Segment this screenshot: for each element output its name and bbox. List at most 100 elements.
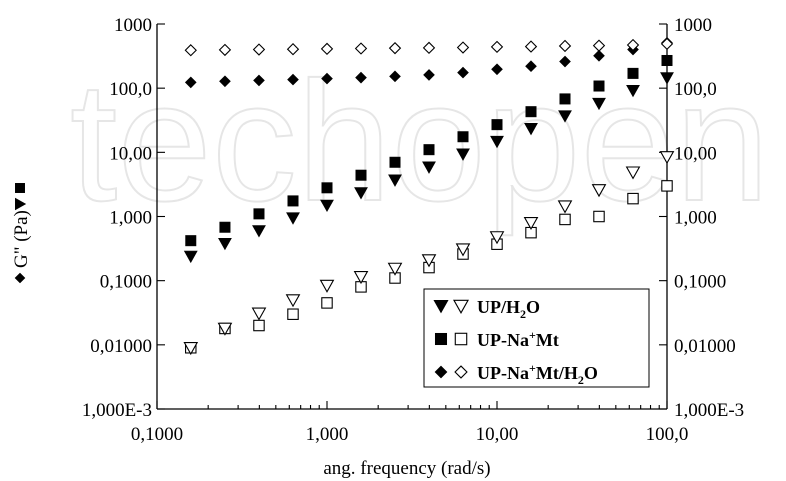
- tri-filled-point: [524, 123, 538, 136]
- legend-label-tail: Mt: [536, 330, 559, 350]
- ylabel-diamond-marker: [14, 272, 26, 284]
- x-axis-label: ang. frequency (rad/s): [323, 458, 490, 479]
- tri-open-point: [421, 254, 437, 268]
- tri-open-point: [523, 216, 539, 231]
- tri-filled-point: [490, 135, 504, 149]
- y-tick-label-left: 100,0: [109, 79, 152, 100]
- legend-label-base: UP-Na: [477, 363, 529, 383]
- dia-filled-point: [593, 49, 605, 62]
- sq-open-point: [321, 297, 333, 309]
- dia-open-point: [286, 43, 300, 56]
- legend-marker-dia-filled: [434, 365, 448, 379]
- tri-filled-point: [354, 187, 368, 200]
- dia-filled-point: [321, 72, 333, 85]
- tri-filled-point: [218, 237, 232, 251]
- dia-filled-point: [253, 74, 265, 87]
- dia-open-point: [524, 40, 538, 53]
- y-tick-label-right: 1,000E-3: [674, 400, 744, 421]
- tri-filled-point: [252, 225, 266, 238]
- sq-filled-point: [627, 67, 639, 79]
- tri-open-point: [625, 166, 641, 180]
- dia-filled-point: [184, 76, 197, 89]
- legend-label-base: UP/H: [477, 297, 520, 317]
- y-tick-label-right: 1,000: [674, 208, 717, 229]
- y-tick-label-left: 1000: [114, 15, 152, 36]
- x-tick-label: 1,000: [306, 424, 349, 445]
- legend-entry-label: UP-Na+Mt: [477, 328, 559, 350]
- legend-label-tail: Mt/H: [536, 363, 578, 383]
- dia-open-point: [660, 37, 674, 51]
- ticks: 0,1000 1,000 10,00 100,0 1,000E-3 1,000E-3 0,0…: [82, 15, 744, 445]
- tri-open-point: [387, 262, 403, 276]
- y-tick-label-right: 10,00: [674, 143, 717, 164]
- tri-filled-point: [388, 174, 402, 187]
- dia-filled-point: [287, 73, 299, 86]
- watermark: techopen: [70, 47, 770, 237]
- dia-filled-point: [559, 55, 571, 68]
- sq-open-point: [253, 319, 265, 332]
- sq-filled-point: [389, 156, 401, 168]
- sq-filled-point: [593, 80, 605, 92]
- legend-label-sub: 2: [578, 373, 584, 387]
- x-tick-label: 0,1000: [131, 424, 183, 445]
- tri-filled-point: [183, 250, 198, 264]
- tri-open-point: [217, 322, 233, 336]
- dia-filled-point: [525, 60, 537, 73]
- legend-marker-sq-filled: [434, 332, 448, 346]
- tri-filled-point: [456, 148, 470, 161]
- tri-filled-point: [626, 84, 640, 98]
- sq-filled-point: [491, 119, 503, 131]
- sq-open-point: [661, 180, 673, 192]
- legend-label-base: UP-Na: [477, 330, 529, 350]
- legend-marker-sq-open: [454, 332, 468, 346]
- legend-marker-tri-filled: [433, 299, 449, 314]
- sq-filled-point: [185, 235, 197, 247]
- legend-label-sup: +: [529, 361, 536, 375]
- sq-filled-point: [559, 93, 571, 105]
- dia-filled-point: [219, 75, 231, 88]
- dia-open-point: [184, 44, 197, 57]
- sq-open-point: [627, 192, 639, 205]
- legend-label-sub: 2: [520, 307, 526, 321]
- y-tick-label-right: 0,01000: [674, 336, 736, 357]
- tri-filled-point: [592, 97, 606, 111]
- y-axis-label-group: G" (Pa): [11, 183, 32, 284]
- dia-filled-point: [355, 71, 367, 84]
- ylabel-triangle-marker: [15, 197, 27, 211]
- legend-label-sup: +: [529, 328, 536, 342]
- dia-open-point: [388, 41, 402, 55]
- y-tick-label-left: 1,000: [109, 208, 152, 229]
- dia-open-point: [218, 43, 232, 57]
- y-tick-label-left: 10,00: [109, 143, 152, 164]
- dia-open-point: [456, 41, 470, 54]
- data-points: [183, 36, 675, 356]
- sq-filled-point: [457, 131, 469, 143]
- y-tick-label-right: 1000: [674, 15, 712, 36]
- tri-open-point: [319, 279, 335, 293]
- y-axis-label: G" (Pa): [11, 210, 32, 268]
- sq-filled-point: [253, 208, 265, 220]
- x-tick-label: 100,0: [646, 424, 689, 445]
- sq-filled-point: [219, 221, 231, 233]
- tri-open-point: [183, 342, 199, 356]
- sq-filled-point: [321, 182, 333, 194]
- dia-open-point: [320, 42, 334, 56]
- tri-open-point: [489, 231, 505, 245]
- tri-filled-point: [422, 161, 436, 174]
- legend-marker-tri-open: [453, 299, 469, 314]
- y-tick-label-right: 0,1000: [674, 272, 726, 293]
- y-tick-label-left: 1,000E-3: [82, 400, 152, 421]
- y-tick-label-left: 0,1000: [100, 272, 152, 293]
- sq-filled-point: [423, 144, 435, 156]
- dia-open-point: [490, 40, 504, 54]
- tri-filled-point: [320, 199, 334, 213]
- y-tick-label-left: 0,01000: [90, 336, 152, 357]
- legend-label-tail: O: [584, 363, 598, 383]
- tri-open-point: [455, 243, 471, 257]
- dia-filled-point: [389, 70, 401, 83]
- legend-marker-dia-open: [454, 365, 468, 379]
- sq-filled-point: [287, 195, 299, 207]
- tri-open-point: [557, 200, 573, 214]
- dia-open-point: [558, 39, 572, 53]
